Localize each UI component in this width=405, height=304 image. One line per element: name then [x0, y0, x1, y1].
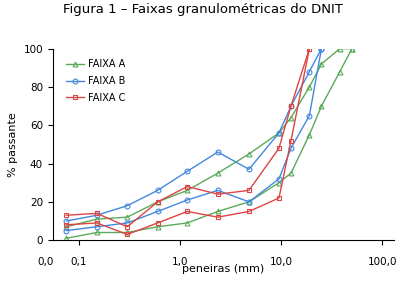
- Line: FAIXA B: FAIXA B: [64, 46, 323, 233]
- FAIXA C: [215, 215, 220, 219]
- FAIXA C: [185, 210, 190, 213]
- FAIXA A: [246, 200, 251, 204]
- FAIXA C: [124, 233, 129, 236]
- FAIXA B: [94, 225, 99, 229]
- Text: Figura 1 – Faixas granulométricas do DNIT: Figura 1 – Faixas granulométricas do DNI…: [63, 3, 342, 16]
- FAIXA C: [246, 210, 251, 213]
- FAIXA C: [306, 47, 311, 50]
- FAIXA C: [155, 221, 160, 225]
- FAIXA A: [318, 104, 323, 108]
- Text: 1,0: 1,0: [171, 257, 188, 268]
- FAIXA C: [288, 139, 293, 142]
- Text: 0,1: 0,1: [70, 257, 87, 268]
- FAIXA C: [276, 196, 281, 200]
- FAIXA A: [276, 181, 281, 185]
- Line: FAIXA C: FAIXA C: [64, 46, 311, 237]
- FAIXA C: [64, 223, 69, 227]
- FAIXA A: [94, 231, 99, 234]
- FAIXA A: [349, 47, 354, 50]
- Line: FAIXA A: FAIXA A: [64, 46, 354, 241]
- FAIXA B: [276, 177, 281, 181]
- FAIXA B: [306, 114, 311, 118]
- FAIXA A: [124, 231, 129, 234]
- Legend: FAIXA A, FAIXA B, FAIXA C: FAIXA A, FAIXA B, FAIXA C: [64, 57, 127, 105]
- FAIXA B: [155, 210, 160, 213]
- Text: 0,0: 0,0: [37, 257, 54, 268]
- FAIXA A: [215, 210, 220, 213]
- FAIXA B: [64, 229, 69, 233]
- FAIXA B: [124, 221, 129, 225]
- FAIXA B: [215, 188, 220, 192]
- Y-axis label: % passante: % passante: [8, 112, 18, 177]
- FAIXA A: [185, 221, 190, 225]
- FAIXA B: [185, 198, 190, 202]
- FAIXA B: [318, 47, 323, 50]
- FAIXA B: [246, 200, 251, 204]
- Text: 10,0: 10,0: [269, 257, 292, 268]
- FAIXA A: [64, 237, 69, 240]
- FAIXA A: [288, 171, 293, 175]
- FAIXA A: [306, 133, 311, 137]
- FAIXA A: [155, 225, 160, 229]
- FAIXA A: [337, 70, 341, 74]
- FAIXA B: [288, 147, 293, 150]
- X-axis label: peneiras (mm): peneiras (mm): [182, 264, 264, 275]
- Text: 100,0: 100,0: [367, 257, 396, 268]
- FAIXA C: [94, 221, 99, 225]
